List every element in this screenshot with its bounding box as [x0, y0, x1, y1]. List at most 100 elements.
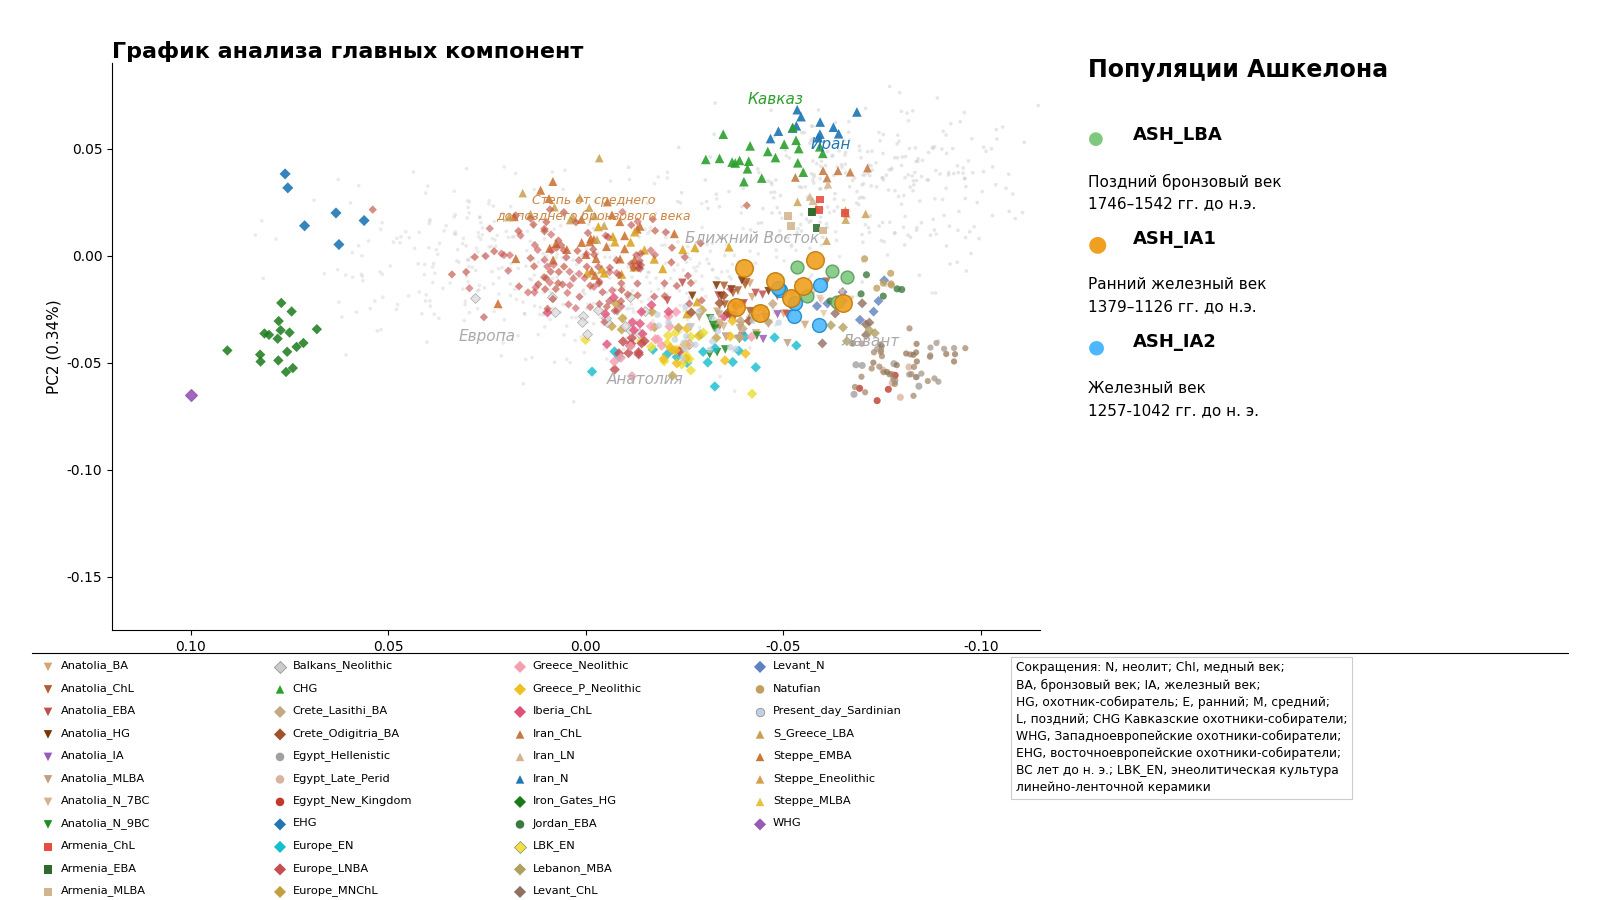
Point: [562, 267, 587, 282]
Point: [368, 222, 394, 237]
Point: [594, 285, 619, 300]
Point: [771, 137, 797, 151]
Point: [688, 236, 714, 250]
Point: [536, 258, 562, 273]
Point: [283, 339, 309, 354]
Point: [864, 342, 890, 356]
Point: [888, 390, 914, 404]
Point: [595, 312, 621, 327]
Point: [973, 144, 998, 158]
Text: Europe_LNBA: Europe_LNBA: [293, 863, 370, 874]
Point: [904, 370, 930, 384]
Point: [488, 247, 514, 261]
Point: [539, 165, 565, 179]
Text: Anatolia_IA: Anatolia_IA: [61, 751, 125, 761]
Point: [728, 314, 754, 328]
Point: [370, 267, 395, 282]
Point: [606, 346, 632, 361]
Text: Greece_Neolithic: Greece_Neolithic: [533, 661, 629, 671]
Point: [507, 727, 533, 742]
Point: [738, 276, 763, 291]
Point: [368, 322, 394, 337]
Point: [720, 155, 746, 169]
Point: [739, 314, 765, 328]
Point: [635, 292, 661, 306]
Point: [581, 280, 606, 294]
Point: [738, 341, 763, 356]
Point: [1011, 135, 1037, 149]
Point: [507, 229, 533, 243]
Point: [507, 705, 533, 719]
Point: [856, 323, 882, 338]
Point: [349, 269, 374, 284]
Point: [464, 241, 490, 256]
Point: [470, 248, 496, 262]
Point: [438, 267, 464, 282]
Point: [592, 303, 618, 318]
Point: [574, 297, 600, 311]
Point: [755, 317, 781, 331]
Text: Anatolia_MLBA: Anatolia_MLBA: [61, 773, 146, 784]
Point: [645, 332, 670, 347]
Point: [518, 212, 544, 226]
Point: [486, 271, 512, 285]
Point: [877, 163, 902, 177]
Point: [907, 268, 933, 283]
Point: [920, 212, 946, 227]
Point: [850, 358, 875, 373]
Point: [734, 162, 760, 176]
Point: [538, 285, 563, 300]
Point: [346, 178, 371, 193]
Text: Jordan_EBA: Jordan_EBA: [533, 818, 597, 829]
Point: [344, 305, 370, 320]
Point: [1058, 237, 1083, 251]
Point: [509, 230, 534, 245]
Point: [880, 376, 906, 391]
Point: [774, 209, 800, 223]
Point: [690, 303, 715, 318]
Point: [813, 181, 838, 195]
Point: [546, 265, 571, 279]
Text: Egypt_New_Kingdom: Egypt_New_Kingdom: [293, 796, 413, 806]
Point: [979, 160, 1005, 175]
Point: [578, 235, 603, 249]
Point: [651, 289, 677, 303]
Point: [832, 134, 858, 148]
Point: [870, 215, 896, 230]
Text: Iron_Gates_HG: Iron_Gates_HG: [533, 796, 618, 806]
Point: [418, 212, 443, 227]
Point: [694, 252, 720, 266]
Point: [670, 351, 696, 365]
Point: [664, 279, 690, 293]
Point: [816, 205, 842, 220]
Point: [275, 181, 301, 195]
Point: [675, 312, 701, 327]
Point: [581, 248, 606, 262]
Point: [814, 233, 840, 248]
Point: [549, 238, 574, 253]
Point: [808, 210, 834, 224]
Point: [430, 281, 456, 295]
Point: [638, 298, 664, 312]
Point: [522, 259, 547, 274]
Point: [784, 119, 810, 133]
Point: [490, 206, 515, 220]
Point: [704, 270, 730, 284]
Point: [574, 259, 600, 274]
Point: [904, 220, 930, 235]
Point: [349, 267, 374, 282]
Point: [672, 338, 698, 352]
Point: [626, 347, 651, 362]
Point: [675, 239, 701, 254]
Text: ASH_IA1: ASH_IA1: [1133, 230, 1216, 248]
Point: [400, 165, 426, 179]
Point: [659, 253, 685, 267]
Point: [638, 284, 664, 299]
Point: [35, 705, 61, 719]
Point: [339, 270, 365, 284]
Point: [952, 341, 978, 356]
Point: [890, 158, 915, 173]
Point: [579, 264, 605, 278]
Point: [554, 319, 579, 333]
Point: [520, 218, 546, 232]
